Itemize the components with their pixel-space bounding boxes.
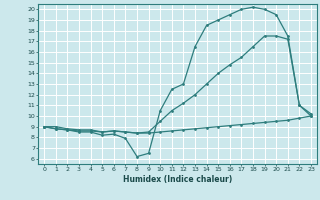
X-axis label: Humidex (Indice chaleur): Humidex (Indice chaleur) <box>123 175 232 184</box>
